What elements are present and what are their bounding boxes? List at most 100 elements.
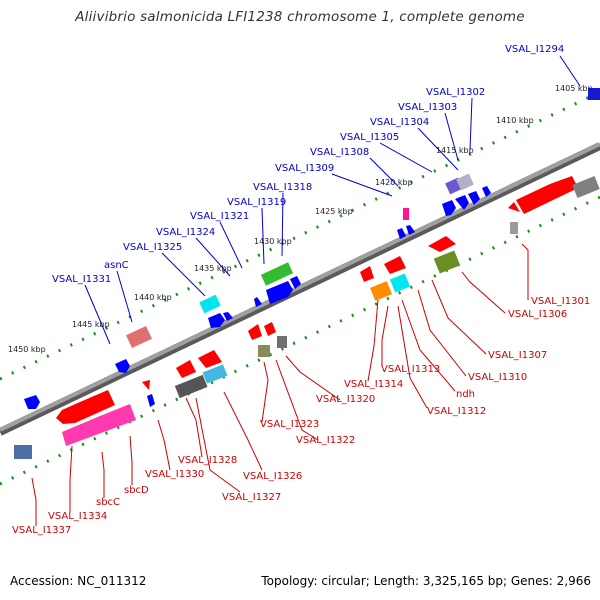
gene-glyph[interactable] bbox=[428, 236, 456, 252]
upper-leader-line bbox=[281, 192, 284, 257]
gene-glyph[interactable] bbox=[406, 225, 415, 235]
kbp-tick-label: 1415 kbp bbox=[436, 146, 474, 155]
upper-gene-label[interactable]: VSAL_I1324 bbox=[156, 227, 215, 238]
lower-leader-line bbox=[261, 361, 269, 423]
gene-glyph[interactable] bbox=[248, 324, 262, 340]
lower-gene-label[interactable]: VSAL_I1330 bbox=[145, 469, 204, 480]
gene-glyph[interactable] bbox=[508, 202, 520, 212]
lower-leader-line bbox=[157, 419, 171, 471]
gene-glyph[interactable] bbox=[360, 266, 374, 282]
gene-glyph[interactable] bbox=[455, 195, 469, 210]
gene-glyph[interactable] bbox=[442, 200, 456, 216]
upper-gene-label[interactable]: VSAL_I1319 bbox=[227, 197, 286, 208]
gene-glyph[interactable] bbox=[588, 88, 600, 100]
upper-leader-line bbox=[444, 112, 459, 161]
gene-glyph[interactable] bbox=[258, 345, 270, 357]
kbp-tick-label: 1430 kbp bbox=[254, 237, 292, 246]
gene-glyph[interactable] bbox=[370, 281, 392, 301]
upper-gene-label[interactable]: VSAL_I1331 bbox=[52, 274, 111, 285]
gene-glyph[interactable] bbox=[384, 256, 406, 274]
upper-leader-line bbox=[559, 55, 581, 87]
upper-gene-label[interactable]: asnC bbox=[104, 260, 129, 271]
lower-leader-line bbox=[101, 451, 105, 498]
upper-leader-line bbox=[219, 221, 243, 269]
gene-glyph[interactable] bbox=[260, 262, 294, 286]
gene-glyph[interactable] bbox=[254, 297, 262, 307]
upper-leader-line bbox=[161, 252, 206, 297]
upper-gene-label[interactable]: VSAL_I1305 bbox=[340, 132, 399, 143]
lower-gene-label[interactable]: ndh bbox=[456, 389, 475, 400]
lower-gene-label[interactable]: VSAL_I1326 bbox=[243, 471, 302, 482]
gene-glyph[interactable] bbox=[468, 191, 480, 205]
lower-leader-lines bbox=[31, 243, 529, 526]
lower-gene-label[interactable]: VSAL_I1314 bbox=[344, 379, 403, 390]
gene-glyph[interactable] bbox=[56, 390, 115, 424]
lower-leader-line bbox=[381, 305, 389, 366]
gene-glyph[interactable] bbox=[126, 326, 152, 348]
gene-glyph[interactable] bbox=[199, 294, 221, 314]
gene-glyph[interactable] bbox=[147, 394, 155, 407]
gene-glyph[interactable] bbox=[389, 273, 411, 293]
gene-glyph[interactable] bbox=[142, 380, 150, 390]
gene-glyph[interactable] bbox=[277, 336, 287, 348]
lower-leader-line bbox=[367, 299, 379, 382]
upper-gene-label[interactable]: VSAL_I1318 bbox=[253, 182, 312, 193]
upper-leader-line bbox=[331, 173, 393, 197]
upper-gene-label[interactable]: VSAL_I1308 bbox=[310, 147, 369, 158]
lower-gene-label[interactable]: VSAL_I1306 bbox=[508, 309, 567, 320]
lower-leader-line bbox=[69, 445, 73, 512]
gene-glyph[interactable] bbox=[174, 374, 208, 399]
gene-glyph[interactable] bbox=[176, 360, 196, 378]
lower-gene-label[interactable]: VSAL_I1313 bbox=[381, 364, 440, 375]
gene-glyph[interactable] bbox=[266, 281, 293, 304]
gene-glyph[interactable] bbox=[223, 312, 233, 321]
lower-leader-line bbox=[461, 271, 506, 314]
lower-gene-label[interactable]: sbcD bbox=[124, 485, 149, 496]
upper-gene-label[interactable]: VSAL_I1294 bbox=[505, 44, 564, 55]
gene-glyph[interactable] bbox=[397, 228, 406, 239]
lower-gene-label[interactable]: VSAL_I1323 bbox=[260, 419, 319, 430]
gene-glyph[interactable] bbox=[198, 350, 222, 368]
gene-glyph[interactable] bbox=[456, 173, 474, 191]
upper-gene-label[interactable]: VSAL_I1304 bbox=[370, 117, 429, 128]
gene-glyph[interactable] bbox=[403, 208, 409, 220]
upper-gene-label[interactable]: VSAL_I1321 bbox=[190, 211, 249, 222]
lower-gene-label[interactable]: VSAL_I1334 bbox=[48, 511, 107, 522]
lower-gene-label[interactable]: VSAL_I1320 bbox=[316, 394, 375, 405]
upper-leader-line bbox=[195, 237, 231, 277]
gene-glyph[interactable] bbox=[62, 404, 136, 446]
lower-gene-label[interactable]: VSAL_I1307 bbox=[488, 350, 547, 361]
gene-glyph[interactable] bbox=[264, 322, 276, 336]
lower-gene-label[interactable]: VSAL_I1337 bbox=[12, 525, 71, 536]
lower-gene-label[interactable]: sbcC bbox=[96, 497, 120, 508]
gene-glyph[interactable] bbox=[572, 176, 600, 198]
lower-gene-label[interactable]: VSAL_I1310 bbox=[468, 372, 527, 383]
gene-glyph[interactable] bbox=[24, 395, 40, 409]
gene-glyph[interactable] bbox=[202, 364, 228, 384]
lower-leader-line bbox=[223, 391, 263, 471]
upper-leader-line bbox=[369, 157, 399, 187]
lower-gene-label[interactable]: VSAL_I1312 bbox=[427, 406, 486, 417]
gene-glyph[interactable] bbox=[510, 222, 518, 234]
kbp-tick-label: 1440 kbp bbox=[134, 293, 172, 302]
gene-glyph[interactable] bbox=[482, 186, 491, 197]
lower-gene-label[interactable]: VSAL_I1301 bbox=[531, 296, 590, 307]
reverse-gene-layer bbox=[14, 176, 600, 459]
lower-gene-label[interactable]: VSAL_I1328 bbox=[178, 455, 237, 466]
lower-gene-label[interactable]: VSAL_I1322 bbox=[296, 435, 355, 446]
upper-gene-label[interactable]: VSAL_I1325 bbox=[123, 242, 182, 253]
lower-gene-label[interactable]: VSAL_I1327 bbox=[222, 492, 281, 503]
gene-glyph[interactable] bbox=[14, 445, 32, 459]
lower-leader-line bbox=[521, 243, 529, 300]
gene-glyph[interactable] bbox=[115, 359, 130, 373]
gene-glyph[interactable] bbox=[290, 276, 301, 289]
gene-glyph[interactable] bbox=[208, 313, 225, 328]
kbp-tick-label: 1445 kbp bbox=[72, 320, 110, 329]
gene-glyph[interactable] bbox=[516, 176, 578, 214]
upper-gene-label[interactable]: VSAL_I1303 bbox=[398, 102, 457, 113]
upper-gene-label[interactable]: VSAL_I1302 bbox=[426, 87, 485, 98]
gene-glyph[interactable] bbox=[433, 250, 461, 274]
upper-gene-label[interactable]: VSAL_I1309 bbox=[275, 163, 334, 174]
